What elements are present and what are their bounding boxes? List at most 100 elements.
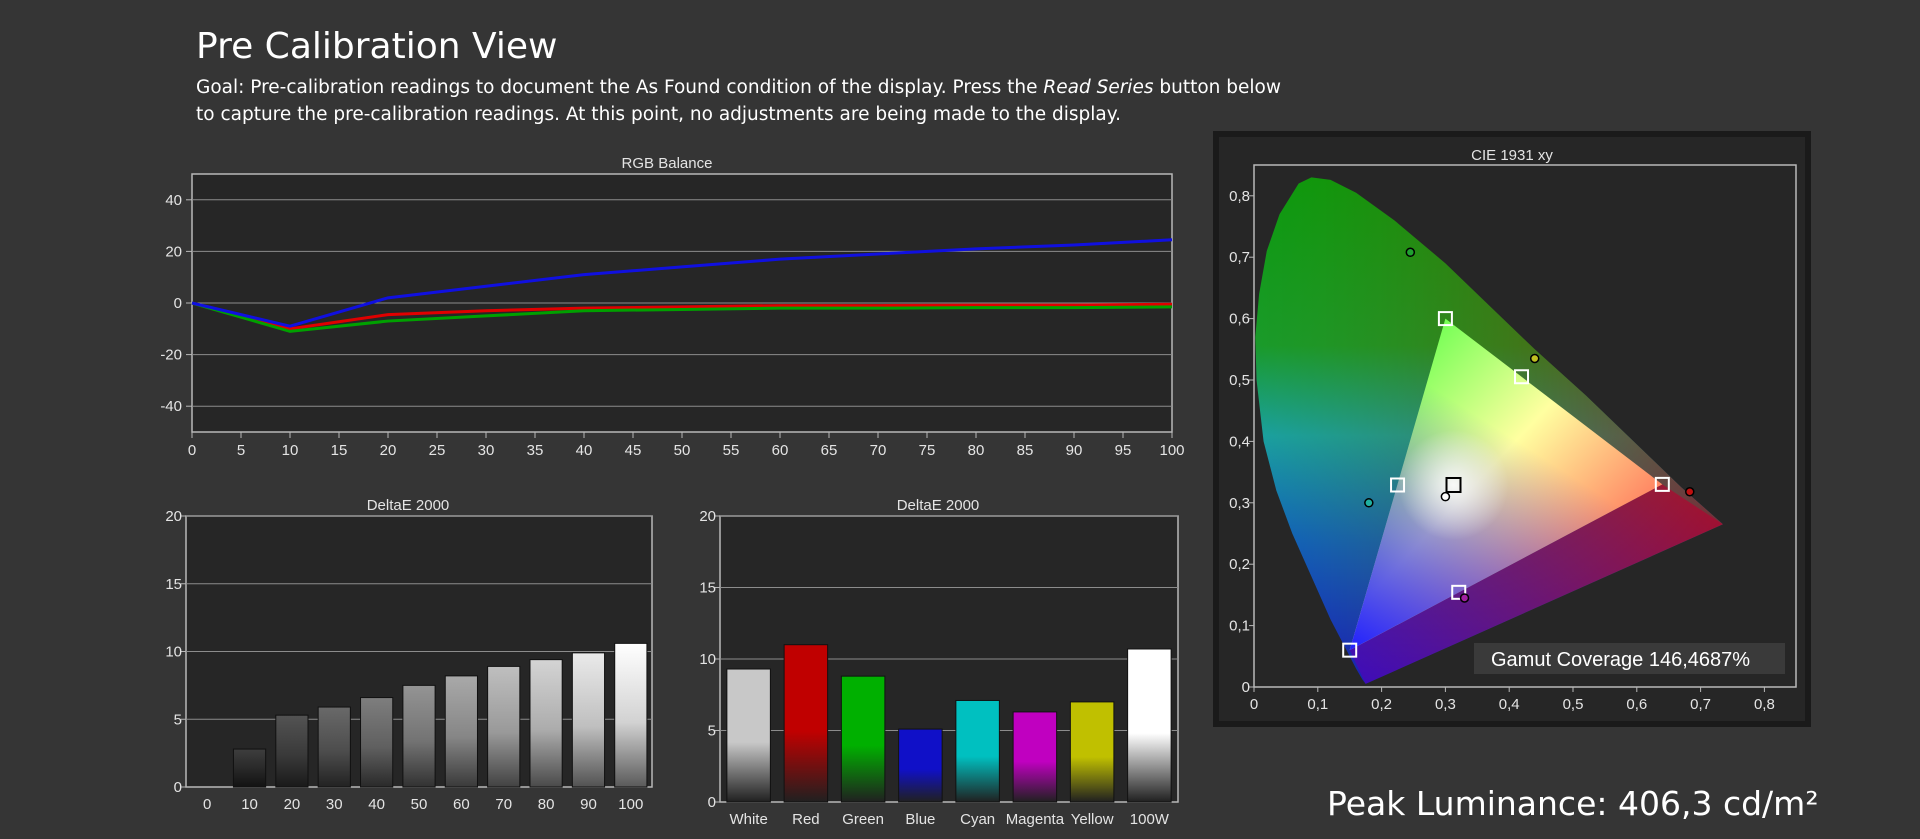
cie-target-marker [1445,476,1462,493]
cie-measured-point [1364,498,1374,508]
color-bar-green [840,675,886,803]
gray-xtick-label: 80 [538,796,555,813]
color-ytick-label: 10 [699,651,716,668]
cie-measured-point [1459,593,1470,603]
rgb-xtick-label: 60 [772,442,789,459]
gray-ytick-label: 5 [174,711,182,728]
cie-target-marker [1437,311,1453,327]
gray-ytick-label: 20 [165,508,182,525]
color-ytick-label: 0 [708,794,716,811]
cie-target-marker [1390,477,1406,493]
rgb-ytick-label: 0 [174,295,182,312]
cie-xtick-label: 0,3 [1435,696,1456,713]
gray-bar-40 [360,697,394,788]
rgb-ytick-label: -40 [160,398,182,415]
goal-text-read-series: Read Series [1043,77,1154,98]
goal-text-end: button below to capture the pre-calibrat… [196,77,1281,125]
color-ytick-label: 15 [699,580,716,597]
color-xtick-label: 100W [1130,811,1170,828]
page-title: Pre Calibration View [196,26,558,67]
cie-ytick-label: 0,1 [1229,618,1250,635]
gray-xtick-label: 0 [203,796,211,813]
rgb-xtick-label: 25 [429,442,446,459]
rgb-xtick-label: 85 [1017,442,1034,459]
rgb-xtick-label: 5 [237,442,245,459]
deltae-grayscale-title: DeltaE 2000 [367,497,450,514]
rgb-ytick-label: -20 [160,347,182,364]
goal-text-start: Goal: Pre-calibration readings to docume… [196,77,1044,98]
cie-xtick-label: 0 [1250,696,1258,713]
rgb-xtick-label: 65 [821,442,838,459]
rgb-xtick-label: 90 [1066,442,1083,459]
cie-ytick-label: 0,6 [1229,311,1250,328]
color-xtick-label: White [729,811,767,828]
rgb-xtick-label: 45 [625,442,642,459]
gray-xtick-label: 30 [326,796,343,813]
gray-bar-70 [487,665,521,788]
color-xtick-label: Red [792,811,820,828]
gray-xtick-label: 10 [241,796,258,813]
gray-xtick-label: 20 [284,796,301,813]
rgb-balance-title: RGB Balance [622,155,713,172]
rgb-xtick-label: 80 [968,442,985,459]
cie-xtick-label: 0,8 [1754,696,1775,713]
color-bar-blue [898,728,943,803]
gray-bar-80 [529,659,563,788]
rgb-xtick-label: 30 [478,442,495,459]
gray-xtick-label: 100 [618,796,643,813]
cie-measured-point [1685,486,1695,497]
color-bar-100w [1127,648,1172,803]
color-bar-white [726,668,771,803]
color-xtick-label: Green [842,811,884,828]
rgb-xtick-label: 75 [919,442,936,459]
rgb-xtick-label: 10 [282,442,299,459]
cie-ytick-label: 0,5 [1229,372,1250,389]
cie-title: CIE 1931 xy [1471,147,1553,164]
rgb-xtick-label: 35 [527,442,544,459]
cie-measured-point [1405,247,1416,258]
cie-target-marker [1451,584,1467,600]
gray-bar-100 [614,642,648,788]
gray-xtick-label: 90 [580,796,597,813]
gray-xtick-label: 50 [411,796,428,813]
cie-white-glow [1398,429,1509,540]
color-bar-yellow [1069,701,1115,803]
color-ytick-label: 5 [708,723,716,740]
gamut-coverage-label: Gamut Coverage 146,4687% [1491,649,1750,671]
gray-bar-60 [444,675,478,788]
rgb-xtick-label: 15 [331,442,348,459]
gray-ytick-label: 15 [165,576,182,593]
gray-bar-30 [317,706,351,788]
color-ytick-label: 20 [699,508,716,525]
cie-ytick-label: 0,4 [1229,433,1250,450]
gray-xtick-label: 60 [453,796,470,813]
rgb-xtick-label: 55 [723,442,740,459]
gray-ytick-label: 10 [165,644,182,661]
gray-xtick-label: 70 [495,796,512,813]
color-xtick-label: Cyan [960,811,995,828]
cie-measured-point [1440,491,1451,502]
rgb-xtick-label: 20 [380,442,397,459]
gray-bar-90 [571,652,606,788]
cie-xtick-label: 0,4 [1499,696,1520,713]
color-bar-red [783,644,829,803]
color-xtick-label: Yellow [1071,811,1114,828]
cie-purple-region [1349,484,1723,684]
rgb-ytick-label: 40 [165,192,182,209]
rgb-xtick-label: 95 [1115,442,1132,459]
cie-xtick-label: 0,6 [1626,696,1647,713]
peak-luminance-label: Peak Luminance: [1327,784,1608,823]
rgb-xtick-label: 40 [576,442,593,459]
rgb-series-line-0 [191,301,1173,331]
cie-ytick-label: 0,7 [1229,249,1250,266]
color-xtick-label: Blue [905,811,935,828]
cie-xtick-label: 0,5 [1563,696,1584,713]
rgb-xtick-label: 50 [674,442,691,459]
peak-luminance: Peak Luminance: 406,3 cd/m² [1327,784,1819,823]
gray-xtick-label: 40 [368,796,385,813]
gray-bar-50 [402,684,436,788]
cie-target-marker [1342,642,1358,658]
rgb-series-line-1 [191,301,1173,333]
